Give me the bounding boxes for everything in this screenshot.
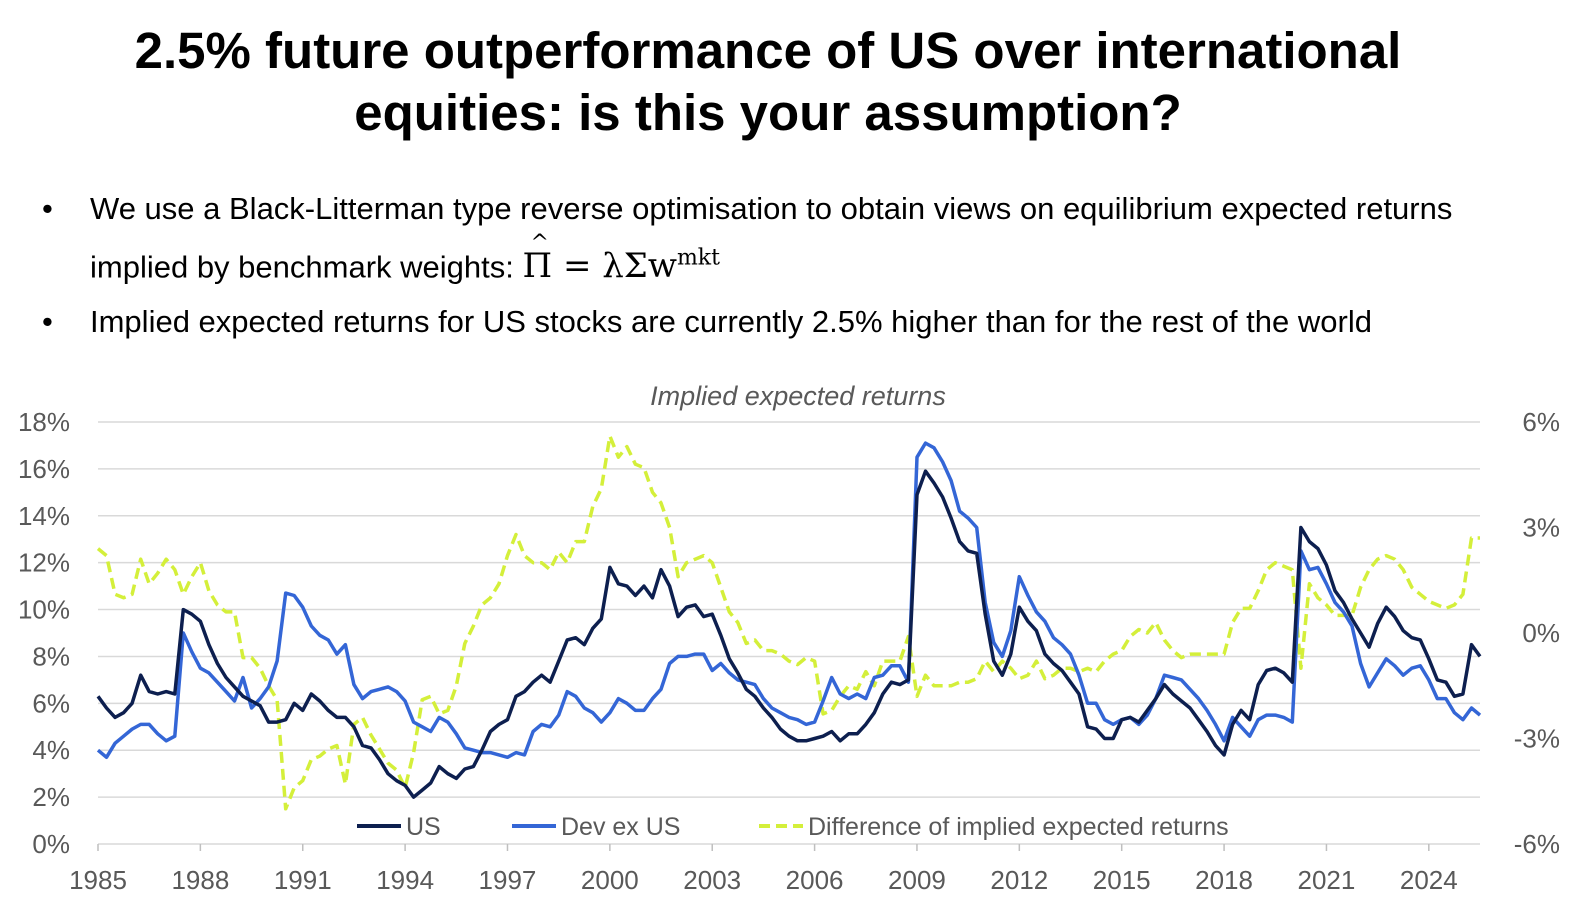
left-y-tick-label: 16% bbox=[18, 454, 70, 484]
bullet-2-text: Implied expected returns for US stocks a… bbox=[90, 304, 1372, 339]
left-y-axis: 0% 2% 4% 6% 8% 10% 12% 14% 16% 18% bbox=[18, 407, 70, 859]
x-tick-label: 1988 bbox=[171, 865, 229, 895]
bullet-2: • Implied expected returns for US stocks… bbox=[42, 297, 1542, 347]
dev-ex-us-series-line bbox=[96, 441, 1482, 760]
x-tick-label: 2018 bbox=[1195, 865, 1253, 895]
bullet-1: • We use a Black-Litterman type reverse … bbox=[42, 184, 1542, 286]
left-y-tick-label: 18% bbox=[18, 407, 70, 437]
x-tick-label: 2003 bbox=[683, 865, 741, 895]
left-y-tick-label: 6% bbox=[32, 688, 70, 718]
left-y-tick-label: 2% bbox=[32, 782, 70, 812]
left-y-tick-label: 0% bbox=[32, 829, 70, 859]
us-series-line bbox=[96, 469, 1482, 799]
bullet-symbol: • bbox=[42, 191, 53, 226]
x-axis: 1985 1988 1991 1994 1997 2000 2003 2006 2009 2012… bbox=[69, 844, 1458, 895]
slide-title-line2: equities: is this your assumption? bbox=[354, 84, 1182, 141]
bullet-1-label: We use a Black-Litterman type reverse op… bbox=[90, 191, 1453, 285]
legend-difference-label: Difference of implied expected returns bbox=[808, 813, 1229, 841]
series-lines bbox=[96, 434, 1482, 811]
left-y-tick-label: 8% bbox=[32, 641, 70, 671]
chart-title: Implied expected returns bbox=[650, 381, 946, 411]
right-y-axis: -6% -3% 0% 3% 6% bbox=[1514, 407, 1560, 859]
difference-series-line bbox=[96, 434, 1480, 811]
slide-title: 2.5% future outperformance of US over in… bbox=[0, 20, 1536, 144]
slide-title-line1: 2.5% future outperformance of US over in… bbox=[134, 22, 1402, 79]
right-y-tick-label: 3% bbox=[1522, 513, 1560, 543]
formula-body: Π = λΣw bbox=[522, 219, 676, 291]
x-tick-label: 2009 bbox=[888, 865, 946, 895]
x-tick-label: 2024 bbox=[1400, 865, 1458, 895]
x-tick-label: 1991 bbox=[274, 865, 332, 895]
equilibrium-formula: Π = λΣwmkt bbox=[522, 219, 720, 286]
left-y-tick-label: 12% bbox=[18, 548, 70, 578]
legend-us-label: US bbox=[406, 813, 441, 841]
left-y-tick-label: 4% bbox=[32, 735, 70, 765]
x-tick-label: 2021 bbox=[1298, 865, 1356, 895]
right-y-tick-label: -6% bbox=[1514, 829, 1560, 859]
left-y-tick-label: 14% bbox=[18, 501, 70, 531]
x-tick-label: 1997 bbox=[479, 865, 537, 895]
x-tick-label: 1985 bbox=[69, 865, 127, 895]
x-tick-label: 2015 bbox=[1093, 865, 1151, 895]
bullet-symbol: • bbox=[42, 304, 53, 339]
formula-superscript: mkt bbox=[676, 246, 720, 271]
x-tick-label: 2000 bbox=[581, 865, 639, 895]
bullet-1-text: We use a Black-Litterman type reverse op… bbox=[90, 184, 1530, 292]
legend: US Dev ex US Difference of implied expecte… bbox=[357, 813, 1229, 841]
legend-dev-ex-us-label: Dev ex US bbox=[561, 813, 680, 841]
right-y-tick-label: -3% bbox=[1514, 724, 1560, 754]
x-tick-label: 2006 bbox=[786, 865, 844, 895]
x-tick-label: 1994 bbox=[376, 865, 434, 895]
left-y-tick-label: 10% bbox=[18, 595, 70, 625]
x-tick-label: 2012 bbox=[990, 865, 1048, 895]
right-y-tick-label: 6% bbox=[1522, 407, 1560, 437]
right-y-tick-label: 0% bbox=[1522, 618, 1560, 648]
gridlines bbox=[98, 421, 1480, 845]
